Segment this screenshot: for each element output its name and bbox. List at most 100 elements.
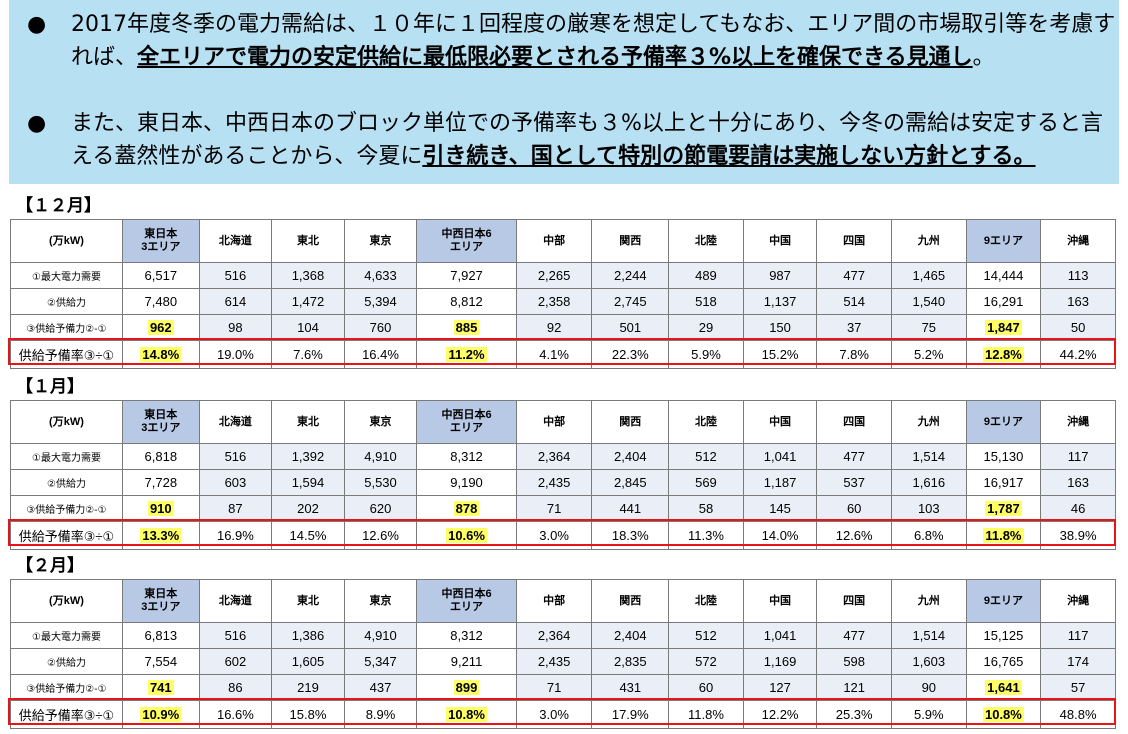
highlighted-value: 10.6% (446, 528, 487, 543)
month-label: 【２月】 (16, 556, 84, 576)
table-cell: 1,386 (271, 622, 345, 649)
supply-row: ②供給力 7,728 603 1,594 5,530 9,190 2,435 2,845 569… (10, 469, 1116, 496)
table-cell: 2,404 (591, 443, 670, 470)
bullet-1-text-plain: 2017年度冬季の電力需給は、１０年に１回程度の厳寒を想定してもなお、エリア間の… (71, 12, 1116, 70)
row-label: ①最大電力需要 (10, 622, 123, 649)
supply-demand-table: (万kW) 東日本 3エリア 北海道 東北 東京 中西日本6 エリア 中部 関西 北陸 中国 四国 九州 9… (10, 579, 1116, 729)
area-header: 中部 (515, 579, 593, 623)
table-cell: 90 (890, 674, 967, 701)
table-cell: 1,603 (890, 648, 967, 675)
table-cell: 537 (816, 469, 892, 496)
table-cell: 2,358 (515, 288, 593, 315)
table-cell: 60 (668, 674, 744, 701)
table-cell: 16.4% (343, 340, 418, 369)
table-cell: 516 (198, 262, 273, 289)
table-cell: 1,472 (271, 288, 345, 315)
table-cell: 12.6% (816, 521, 892, 550)
supply-demand-table: (万kW) 東日本 3エリア 北海道 東北 東京 中西日本6 エリア 中部 関西 北陸 中国 四国 九州 9… (10, 400, 1116, 550)
highlighted-value: 910 (147, 501, 174, 516)
table-cell: 518 (668, 288, 744, 315)
table-cell: 1,041 (742, 622, 818, 649)
reserve-row: ③供給予備力②-① 962 98 104 760 885 92 501 29 150 37 75 1,8… (10, 314, 1116, 341)
area-header: 東京 (343, 219, 418, 263)
table-cell: 512 (668, 443, 744, 470)
table-cell: 12.2% (742, 700, 818, 729)
bullet-dot: ● (27, 111, 47, 136)
table-cell: 6.8% (890, 521, 967, 550)
row-label: ②供給力 (10, 288, 123, 315)
area-header: 北海道 (198, 579, 273, 623)
table-cell: 2,835 (591, 648, 670, 675)
table-cell: 174 (1040, 648, 1116, 675)
table-cell: 2,745 (591, 288, 670, 315)
area-header: 中部 (515, 219, 593, 263)
table-cell: 121 (816, 674, 892, 701)
table-cell: 431 (591, 674, 670, 701)
table-cell: 7,554 (121, 648, 200, 675)
row-label: 供給予備率③÷① (10, 521, 123, 550)
table-cell: 13.3% (121, 521, 200, 550)
table-cell: 202 (271, 495, 345, 522)
area-header: 北海道 (198, 400, 273, 444)
table-cell: 71 (515, 674, 593, 701)
area-header: 9エリア (965, 579, 1042, 623)
supply-row: ②供給力 7,554 602 1,605 5,347 9,211 2,435 2,835 572… (10, 648, 1116, 675)
table-cell: 1,514 (890, 622, 967, 649)
table-cell: 2,435 (515, 648, 593, 675)
table-cell: 2,244 (591, 262, 670, 289)
table-cell: 12.8% (965, 340, 1042, 369)
table-cell: 7,728 (121, 469, 200, 496)
table-cell: 1,514 (890, 443, 967, 470)
bullet-1-emphasis: 全エリアで電力の安定供給に最低限必要とされる予備率３%以上を確保できる見通し (137, 45, 973, 70)
table-cell: 19.0% (198, 340, 273, 369)
table-cell: 7.6% (271, 340, 345, 369)
bullet-2-emphasis: 引き続き、国として特別の節電要請は実施しない方針とする。 (422, 144, 1036, 169)
table-cell: 4.1% (515, 340, 593, 369)
area-header: 北陸 (668, 579, 744, 623)
table-cell: 5.9% (890, 700, 967, 729)
supply-demand-table: (万kW) 東日本 3エリア 北海道 東北 東京 中西日本6 エリア 中部 関西 北陸 中国 四国 九州 9… (10, 219, 1116, 369)
highlighted-value: 10.8% (446, 707, 487, 722)
row-label: 供給予備率③÷① (10, 340, 123, 369)
table-cell: 1,641 (965, 674, 1042, 701)
highlighted-value: 1,787 (985, 501, 1022, 516)
table-cell: 962 (121, 314, 200, 341)
table-cell: 219 (271, 674, 345, 701)
area-header: 沖縄 (1040, 219, 1116, 263)
table-cell: 6,818 (121, 443, 200, 470)
highlighted-value: 1,847 (985, 320, 1022, 335)
table-cell: 15.2% (742, 340, 818, 369)
reserve-row: ③供給予備力②-① 741 86 219 437 899 71 431 60 127 121 90 1,… (10, 674, 1116, 701)
table-cell: 11.3% (668, 521, 744, 550)
table-cell: 127 (742, 674, 818, 701)
table-cell: 16,765 (965, 648, 1042, 675)
table-cell: 1,137 (742, 288, 818, 315)
row-label: ③供給予備力②-① (10, 314, 123, 341)
table-cell: 603 (198, 469, 273, 496)
table-cell: 117 (1040, 622, 1116, 649)
table-cell: 441 (591, 495, 670, 522)
area-header: 北陸 (668, 400, 744, 444)
unit-header: (万kW) (10, 400, 123, 444)
area-header: 中国 (742, 579, 818, 623)
table-cell: 14.0% (742, 521, 818, 550)
area-header: 北陸 (668, 219, 744, 263)
row-label: 供給予備率③÷① (10, 700, 123, 729)
table-cell: 602 (198, 648, 273, 675)
highlighted-value: 11.8% (983, 528, 1024, 543)
area-header: 東北 (271, 219, 345, 263)
table-cell: 150 (742, 314, 818, 341)
table-cell: 5.2% (890, 340, 967, 369)
table-cell: 104 (271, 314, 345, 341)
table-cell: 9,190 (416, 469, 517, 496)
area-header: 四国 (816, 400, 892, 444)
table-cell: 117 (1040, 443, 1116, 470)
table-cell: 4,910 (343, 443, 418, 470)
area-header: 東京 (343, 400, 418, 444)
table-cell: 71 (515, 495, 593, 522)
table-cell: 8.9% (343, 700, 418, 729)
table-cell: 569 (668, 469, 744, 496)
table-cell: 14.5% (271, 521, 345, 550)
table-cell: 1,169 (742, 648, 818, 675)
table-cell: 1,847 (965, 314, 1042, 341)
